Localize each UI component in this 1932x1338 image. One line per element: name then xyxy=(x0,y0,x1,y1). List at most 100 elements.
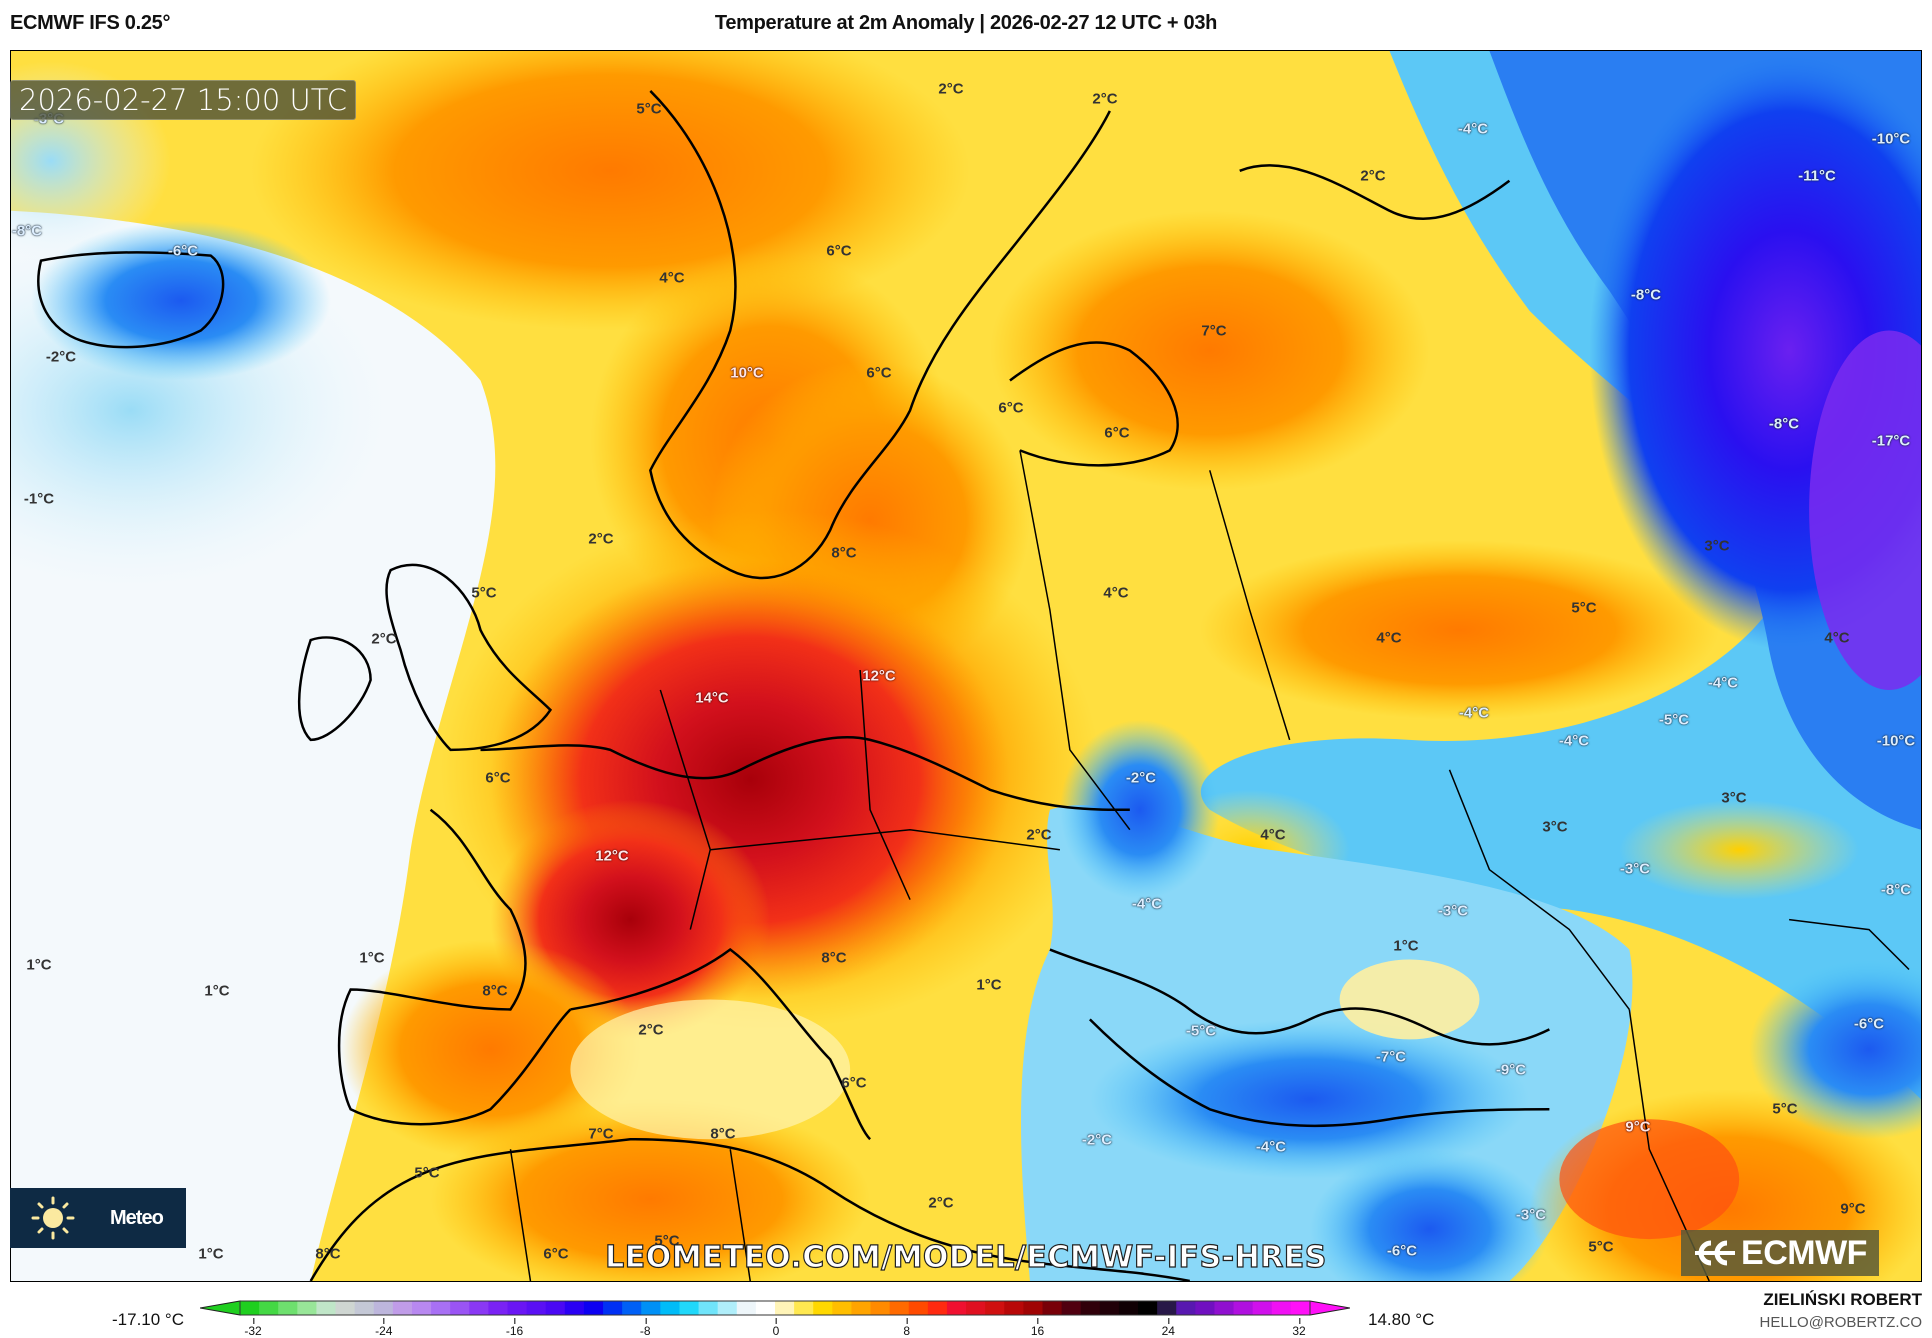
temperature-field xyxy=(11,51,1921,1281)
temperature-label: 6°C xyxy=(998,399,1024,417)
temperature-label: -7°C xyxy=(1375,1048,1407,1066)
temperature-label: 2°C xyxy=(938,80,964,98)
temperature-label: 1°C xyxy=(26,956,52,974)
temperature-label: 9°C xyxy=(1625,1118,1651,1136)
temperature-label: 4°C xyxy=(1376,629,1402,647)
temperature-label: 2°C xyxy=(588,530,614,548)
temperature-label: 5°C xyxy=(654,1232,680,1250)
temperature-label: 5°C xyxy=(1571,599,1597,617)
temperature-label: 1°C xyxy=(359,949,385,967)
temperature-label: -6°C xyxy=(167,242,199,260)
temperature-label: 6°C xyxy=(1104,424,1130,442)
sun-icon xyxy=(31,1196,75,1240)
temperature-label: -2°C xyxy=(45,348,77,366)
temperature-label: 5°C xyxy=(414,1164,440,1182)
temperature-label: -5°C xyxy=(1185,1022,1217,1040)
ecmwf-logo-text: ECMWF xyxy=(1741,1233,1867,1272)
temperature-label: 8°C xyxy=(482,982,508,1000)
author-name: ZIELIŃSKI ROBERT xyxy=(1763,1290,1922,1309)
temperature-label: 6°C xyxy=(866,364,892,382)
anomaly-map: -3°C 5°C 2°C 2°C -4°C 2°C -10°C -11°C -8°C -6°C 6°… xyxy=(10,50,1922,1282)
temperature-label: 7°C xyxy=(1201,322,1227,340)
colorbar-ticks: -32 -24 -16 -8 0 8 16 24 32 xyxy=(0,1318,1932,1338)
colorbar-tick-label: 8 xyxy=(903,1318,911,1338)
temperature-label: -4°C xyxy=(1707,674,1739,692)
temperature-label: 6°C xyxy=(826,242,852,260)
temperature-label: 4°C xyxy=(1103,584,1129,602)
temperature-label: -8°C xyxy=(1630,286,1662,304)
temperature-label: -8°C xyxy=(1768,415,1800,433)
temperature-label: 2°C xyxy=(1026,826,1052,844)
colorbar-min-label: -17.10 °C xyxy=(112,1310,185,1329)
ecmwf-logo: ECMWF xyxy=(1681,1230,1879,1276)
temperature-label: -4°C xyxy=(1255,1138,1287,1156)
temperature-label: 9°C xyxy=(1840,1200,1866,1218)
temperature-label: 2°C xyxy=(1092,90,1118,108)
temperature-label: -2°C xyxy=(1125,769,1157,787)
temperature-label: -17°C xyxy=(1871,432,1911,450)
temperature-label: -2°C xyxy=(1081,1131,1113,1149)
temperature-label: 2°C xyxy=(1360,167,1386,185)
temperature-label: -10°C xyxy=(1871,130,1911,148)
colorbar-tick-label: -16 xyxy=(505,1318,524,1338)
temperature-label: -4°C xyxy=(1131,895,1163,913)
temperature-label: 6°C xyxy=(543,1245,569,1263)
source-watermark: LEOMETEO.COM/MODEL/ECMWF-IFS-HRES xyxy=(604,1239,1327,1275)
temperature-label: 10°C xyxy=(730,364,764,382)
temperature-label: 2°C xyxy=(371,630,397,648)
temperature-label: 1°C xyxy=(204,982,230,1000)
model-name: ECMWF IFS 0.25° xyxy=(10,12,171,34)
temperature-label: 8°C xyxy=(821,949,847,967)
colorbar-tick-label: 16 xyxy=(1030,1318,1045,1338)
chart-title: Temperature at 2m Anomaly | 2026-02-27 1… xyxy=(714,12,1218,34)
temperature-label: -8°C xyxy=(11,222,43,240)
temperature-label: -8°C xyxy=(1880,881,1912,899)
temperature-label: 6°C xyxy=(485,769,511,787)
temperature-label: 2°C xyxy=(638,1021,664,1039)
temperature-label: 1°C xyxy=(1393,937,1419,955)
temperature-label: 4°C xyxy=(1824,629,1850,647)
temperature-label: -4°C xyxy=(1458,704,1490,722)
temperature-label: 12°C xyxy=(862,667,896,685)
temperature-label: 4°C xyxy=(659,269,685,287)
temperature-label: 3°C xyxy=(1721,789,1747,807)
temperature-label: -4°C xyxy=(1457,120,1489,138)
ecmwf-logo-icon xyxy=(1695,1240,1736,1266)
temperature-label: 5°C xyxy=(1588,1238,1614,1256)
temperature-label: -10°C xyxy=(1876,732,1916,750)
temperature-label: -11°C xyxy=(1798,167,1836,185)
temperature-label: 5°C xyxy=(636,100,662,118)
temperature-label: -6°C xyxy=(1386,1242,1418,1260)
temperature-label: -9°C xyxy=(1495,1061,1527,1079)
temperature-label: -1°C xyxy=(23,490,55,508)
temperature-label: -4°C xyxy=(1558,732,1590,750)
colorbar-tick-label: -32 xyxy=(244,1318,262,1338)
temperature-label: 1°C xyxy=(198,1245,224,1263)
temperature-label: 3°C xyxy=(1704,537,1730,555)
temperature-label: 2°C xyxy=(928,1194,954,1212)
temperature-label: -6°C xyxy=(1853,1015,1885,1033)
temperature-label: 14°C xyxy=(695,689,729,707)
temperature-label: 8°C xyxy=(710,1125,736,1143)
valid-time-badge: 2026-02-27 15:00 UTC xyxy=(10,80,357,120)
temperature-label: 8°C xyxy=(831,544,857,562)
colorbar-tick-label: 24 xyxy=(1161,1318,1175,1338)
temperature-label: 1°C xyxy=(976,976,1002,994)
temperature-label: 4°C xyxy=(1260,826,1286,844)
temperature-label: -3°C xyxy=(1437,902,1469,920)
temperature-label: -3°C xyxy=(1515,1206,1547,1224)
colorbar-max-label: 14.80 °C xyxy=(1368,1310,1435,1329)
colorbar xyxy=(200,1300,1350,1316)
temperature-label: 3°C xyxy=(1542,818,1568,836)
temperature-label: 7°C xyxy=(588,1125,614,1143)
author-email: HELLO@ROBERTZ.CO xyxy=(1759,1314,1922,1331)
colorbar-tick-label: 0 xyxy=(772,1318,780,1338)
meteo-badge-text: Meteo xyxy=(110,1206,164,1229)
temperature-label: -3°C xyxy=(1619,860,1651,878)
temperature-label: 5°C xyxy=(1772,1100,1798,1118)
colorbar-tick-label: 32 xyxy=(1292,1318,1306,1338)
colorbar-tick-label: -8 xyxy=(639,1318,651,1338)
temperature-label: -5°C xyxy=(1658,711,1690,729)
meteo-badge: Meteo xyxy=(10,1188,186,1248)
temperature-label: 5°C xyxy=(471,584,497,602)
